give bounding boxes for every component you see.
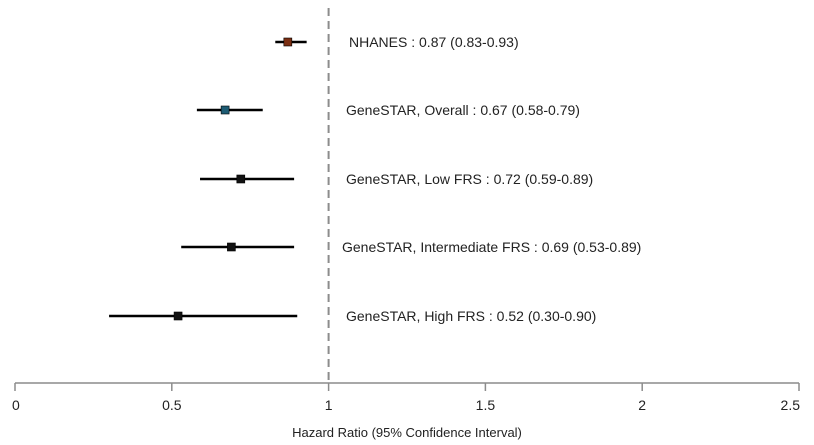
forest-row: NHANES : 0.87 (0.83-0.93) — [275, 34, 519, 50]
row-label: GeneSTAR, High FRS : 0.52 (0.30-0.90) — [346, 308, 596, 324]
row-label: GeneSTAR, Low FRS : 0.72 (0.59-0.89) — [346, 171, 593, 187]
forest-row: GeneSTAR, Intermediate FRS : 0.69 (0.53-… — [181, 239, 641, 255]
row-label: GeneSTAR, Intermediate FRS : 0.69 (0.53-… — [342, 239, 641, 255]
x-tick-label: 1 — [325, 397, 333, 413]
forest-row: GeneSTAR, Overall : 0.67 (0.58-0.79) — [196, 102, 580, 118]
forest-row: GeneSTAR, High FRS : 0.52 (0.30-0.90) — [109, 308, 596, 324]
x-tick-label: 0 — [12, 397, 20, 413]
forest-row: GeneSTAR, Low FRS : 0.72 (0.59-0.89) — [200, 171, 593, 187]
x-tick-label: 1.5 — [476, 397, 496, 413]
point-estimate-marker — [173, 311, 183, 321]
x-axis-title: Hazard Ratio (95% Confidence Interval) — [292, 425, 522, 440]
row-label: GeneSTAR, Overall : 0.67 (0.58-0.79) — [346, 102, 580, 118]
row-label: NHANES : 0.87 (0.83-0.93) — [349, 34, 519, 50]
point-estimate-marker — [283, 37, 293, 47]
x-tick-label: 2 — [638, 397, 646, 413]
point-estimate-marker — [236, 174, 246, 184]
x-tick-label: 0.5 — [162, 397, 182, 413]
point-estimate-marker — [227, 242, 236, 252]
x-tick-label: 2.5 — [781, 397, 801, 413]
point-estimate-marker — [220, 105, 230, 115]
